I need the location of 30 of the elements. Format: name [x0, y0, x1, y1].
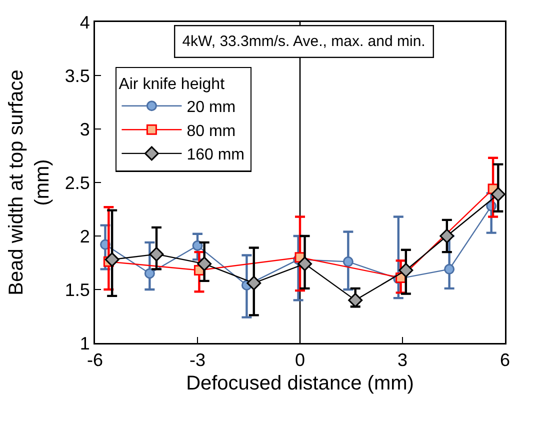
- legend-label: 20 mm: [186, 99, 236, 116]
- point: [149, 246, 164, 262]
- y-tick-label: 2.5: [64, 172, 90, 193]
- point: [197, 256, 212, 272]
- y-axis-title: Bead width at top surface (mm): [6, 70, 54, 296]
- y-tick-label: 3.5: [64, 66, 90, 86]
- x-tick-label: 3: [397, 350, 408, 370]
- annotation: 4kW, 33.3mm/s. Ave., max. and min.: [182, 33, 426, 50]
- x-tick-label: 0: [294, 350, 306, 370]
- point: [298, 256, 312, 272]
- legend-label: 80 mm: [186, 122, 236, 140]
- x-tick-label: -3: [189, 350, 206, 370]
- point: [490, 187, 506, 202]
- point: [342, 256, 354, 267]
- x-axis-title: Defocused distance (mm): [186, 372, 414, 394]
- point: [398, 262, 414, 278]
- point: [144, 268, 155, 279]
- point: [246, 276, 262, 290]
- point: [104, 252, 120, 267]
- point: [444, 264, 455, 274]
- point: [348, 292, 363, 308]
- y-tick-label: 1.5: [64, 280, 90, 300]
- y-tick-label: 2: [80, 226, 90, 246]
- y-tick-label: 3: [80, 119, 90, 140]
- x-tick-label: 6: [500, 350, 510, 370]
- legend-label: 160 mm: [186, 146, 244, 164]
- point: [440, 228, 454, 244]
- point: [192, 240, 203, 251]
- legend-title: Air knife height: [118, 76, 226, 93]
- y-tick-label: 4: [80, 12, 90, 32]
